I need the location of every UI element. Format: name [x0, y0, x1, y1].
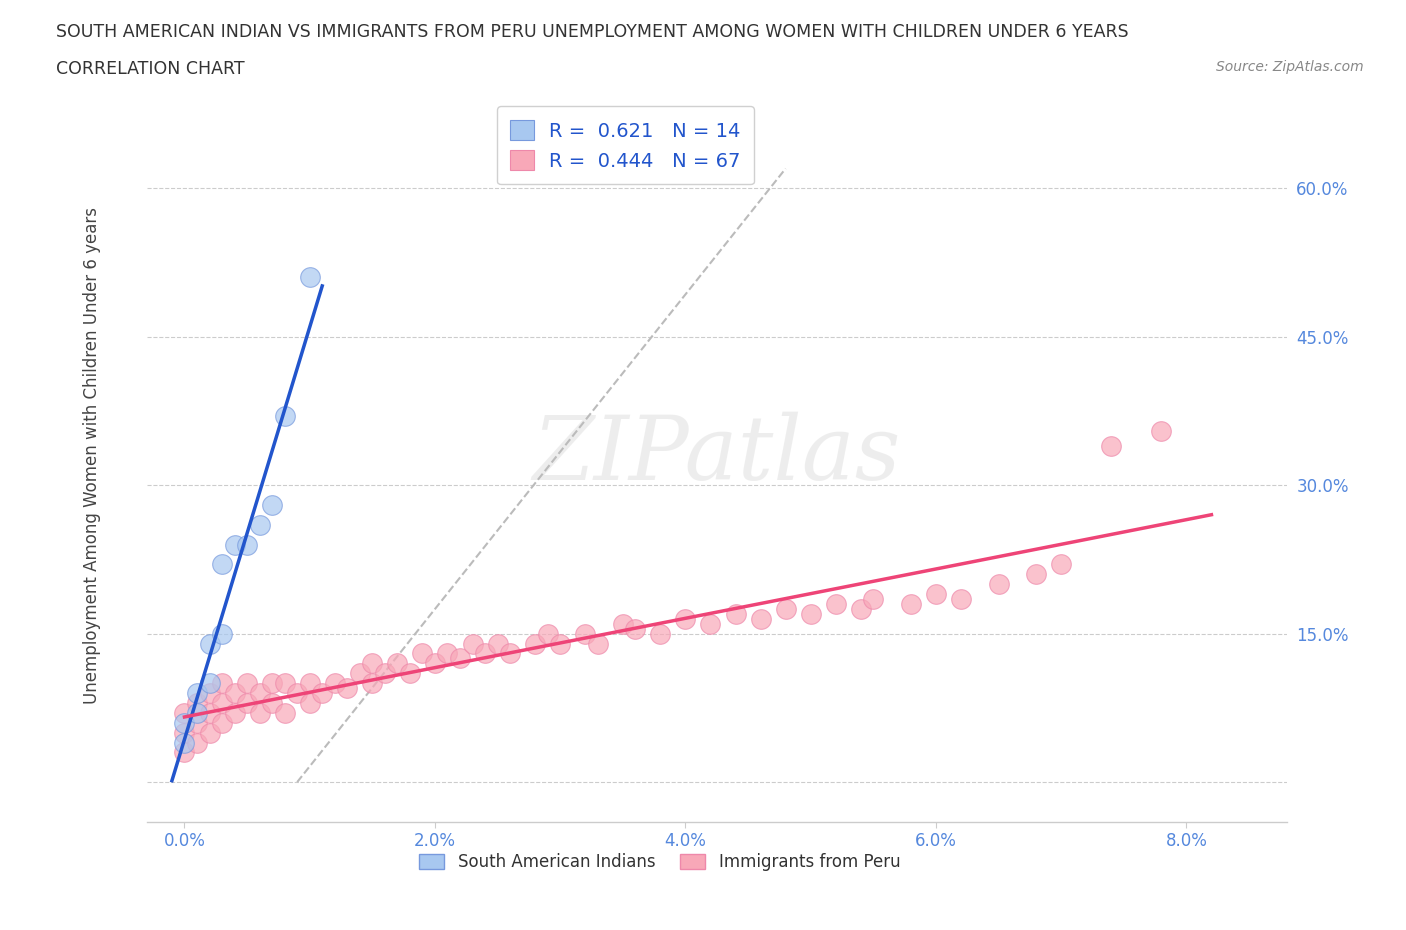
Point	[273, 408, 295, 423]
Point	[824, 596, 846, 611]
Text: CORRELATION CHART: CORRELATION CHART	[56, 60, 245, 78]
Point	[486, 636, 509, 651]
Point	[411, 646, 433, 661]
Point	[1050, 557, 1073, 572]
Point	[186, 735, 208, 750]
Legend: South American Indians, Immigrants from Peru: South American Indians, Immigrants from …	[411, 844, 908, 879]
Point	[862, 591, 884, 606]
Point	[349, 666, 371, 681]
Point	[675, 611, 697, 626]
Point	[499, 646, 522, 661]
Point	[423, 656, 446, 671]
Point	[650, 626, 672, 641]
Point	[449, 651, 471, 666]
Point	[699, 617, 721, 631]
Point	[548, 636, 571, 651]
Point	[224, 705, 246, 720]
Point	[224, 685, 246, 700]
Point	[198, 636, 221, 651]
Point	[374, 666, 396, 681]
Point	[186, 685, 208, 700]
Point	[624, 621, 647, 636]
Point	[211, 626, 233, 641]
Point	[1025, 567, 1047, 582]
Point	[298, 676, 321, 691]
Point	[399, 666, 422, 681]
Text: Source: ZipAtlas.com: Source: ZipAtlas.com	[1216, 60, 1364, 74]
Point	[224, 538, 246, 552]
Point	[262, 696, 284, 711]
Point	[198, 725, 221, 740]
Point	[236, 696, 259, 711]
Point	[311, 685, 333, 700]
Point	[298, 696, 321, 711]
Point	[925, 587, 948, 602]
Point	[198, 685, 221, 700]
Point	[211, 676, 233, 691]
Point	[249, 685, 271, 700]
Text: ZIPatlas: ZIPatlas	[533, 412, 901, 499]
Point	[361, 656, 384, 671]
Point	[173, 735, 195, 750]
Point	[173, 725, 195, 740]
Point	[724, 606, 747, 621]
Point	[474, 646, 496, 661]
Point	[361, 676, 384, 691]
Point	[612, 617, 634, 631]
Point	[173, 705, 195, 720]
Point	[198, 676, 221, 691]
Y-axis label: Unemployment Among Women with Children Under 6 years: Unemployment Among Women with Children U…	[83, 207, 101, 704]
Point	[461, 636, 484, 651]
Point	[336, 681, 359, 696]
Point	[198, 705, 221, 720]
Point	[249, 705, 271, 720]
Point	[298, 270, 321, 285]
Point	[211, 696, 233, 711]
Point	[1150, 423, 1173, 438]
Point	[173, 715, 195, 730]
Point	[586, 636, 609, 651]
Point	[173, 745, 195, 760]
Point	[949, 591, 972, 606]
Point	[775, 602, 797, 617]
Point	[273, 705, 295, 720]
Point	[849, 602, 872, 617]
Point	[1099, 438, 1122, 453]
Point	[249, 517, 271, 532]
Point	[436, 646, 458, 661]
Text: SOUTH AMERICAN INDIAN VS IMMIGRANTS FROM PERU UNEMPLOYMENT AMONG WOMEN WITH CHIL: SOUTH AMERICAN INDIAN VS IMMIGRANTS FROM…	[56, 23, 1129, 41]
Point	[323, 676, 346, 691]
Point	[186, 705, 208, 720]
Point	[236, 538, 259, 552]
Point	[273, 676, 295, 691]
Point	[537, 626, 560, 641]
Point	[387, 656, 409, 671]
Point	[524, 636, 547, 651]
Point	[900, 596, 922, 611]
Point	[236, 676, 259, 691]
Point	[749, 611, 772, 626]
Point	[285, 685, 308, 700]
Point	[262, 498, 284, 512]
Point	[186, 696, 208, 711]
Point	[574, 626, 596, 641]
Point	[211, 557, 233, 572]
Point	[987, 577, 1010, 591]
Point	[211, 715, 233, 730]
Point	[800, 606, 823, 621]
Point	[262, 676, 284, 691]
Point	[186, 715, 208, 730]
